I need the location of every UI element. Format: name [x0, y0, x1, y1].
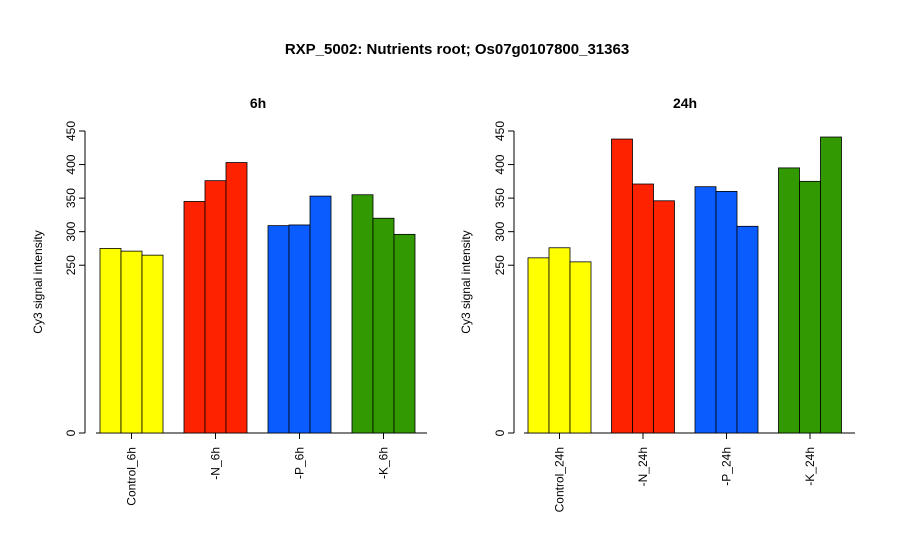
bar — [820, 136, 842, 434]
figure-title: RXP_5002: Nutrients root; Os07g0107800_3… — [285, 41, 629, 58]
y-axis-label: Cy3 signal intensity — [31, 230, 45, 333]
bar — [632, 183, 654, 434]
bar — [99, 248, 122, 434]
panel-24h: 24h Cy3 signal intensity 0 250 300 350 400 450 C… — [459, 95, 855, 512]
bar — [569, 261, 592, 434]
panel-title: 6h — [250, 95, 266, 111]
bar — [393, 233, 416, 434]
bar — [225, 162, 248, 434]
bar — [653, 200, 675, 434]
y-tick-label: 250 — [64, 255, 78, 275]
x-tick-label: -P_6h — [293, 447, 307, 479]
bar — [120, 250, 143, 434]
y-tick-label: 250 — [493, 255, 507, 275]
y-tick-label: 350 — [64, 188, 78, 208]
bar — [611, 138, 633, 434]
y-tick-label: 300 — [493, 221, 507, 241]
y-tick-label: 400 — [493, 154, 507, 174]
bar — [309, 195, 332, 434]
x-tick-label: -K_24h — [803, 447, 817, 486]
x-tick-label: Control_24h — [553, 447, 567, 512]
panel-6h: 6h Cy3 signal intensity 0 250 300 350 400 450 Co… — [31, 95, 427, 506]
x-tick-label: Control_6h — [125, 447, 139, 506]
bar — [141, 254, 164, 434]
bar — [736, 225, 759, 434]
bar — [267, 225, 290, 434]
y-axis-label: Cy3 signal intensity — [459, 230, 473, 333]
x-tick-label: -K_6h — [377, 447, 391, 479]
y-tick-label: 450 — [64, 121, 78, 141]
bar — [351, 194, 374, 434]
bar — [527, 257, 550, 434]
y-tick-label: 350 — [493, 188, 507, 208]
x-tick-label: -N_6h — [209, 447, 223, 480]
x-tick-label: -P_24h — [720, 447, 734, 486]
bar — [548, 247, 571, 434]
bar — [288, 224, 311, 434]
bar — [694, 186, 717, 434]
bar — [799, 180, 821, 434]
bar — [372, 217, 395, 434]
bar — [778, 167, 800, 434]
y-tick-label: 300 — [64, 221, 78, 241]
y-tick-label: 0 — [64, 429, 78, 436]
panel-title: 24h — [673, 95, 697, 111]
x-tick-label: -N_24h — [636, 447, 650, 486]
bar — [183, 201, 206, 434]
bar — [715, 190, 738, 434]
y-tick-label: 400 — [64, 154, 78, 174]
y-tick-label: 450 — [493, 121, 507, 141]
y-tick-label: 0 — [493, 429, 507, 436]
bar — [204, 180, 227, 434]
